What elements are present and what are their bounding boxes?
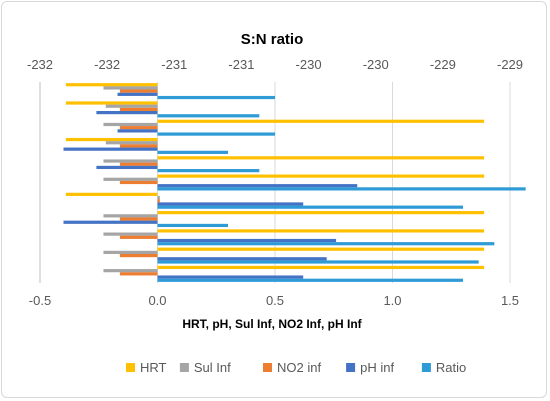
bar-hrt xyxy=(157,211,485,215)
bar-ph-inf xyxy=(157,238,337,243)
bar-no2-inf xyxy=(119,235,158,239)
legend-label: NO2 inf xyxy=(277,360,321,375)
legend-item: pH inf xyxy=(346,360,394,375)
bar-sul-inf xyxy=(105,104,158,108)
bar-ratio xyxy=(157,223,228,228)
bar-ratio xyxy=(157,169,260,173)
bar-hrt xyxy=(65,137,158,142)
bar-ratio xyxy=(157,95,275,100)
legend-label: HRT xyxy=(140,360,167,375)
top-tick-label: -232 xyxy=(27,57,53,72)
bar-sul-inf xyxy=(103,214,158,218)
bar-ph-inf xyxy=(117,129,158,133)
bar-sul-inf xyxy=(103,86,158,90)
legend-swatch xyxy=(421,363,431,372)
bar-ratio xyxy=(157,242,495,246)
bar-no2-inf xyxy=(119,217,158,221)
bottom-tick-label: 1.5 xyxy=(501,293,519,308)
legend-label: pH inf xyxy=(360,360,394,375)
bar-no2-inf xyxy=(157,199,160,203)
bar-no2-inf xyxy=(119,180,158,185)
legend-swatch xyxy=(346,363,356,372)
bar-sul-inf xyxy=(103,232,158,236)
bar-hrt xyxy=(65,83,158,87)
bar-hrt xyxy=(157,156,485,160)
legend-item: Ratio xyxy=(421,360,466,375)
bar-hrt xyxy=(157,247,485,251)
bar-ph-inf xyxy=(96,111,158,115)
bar-ratio xyxy=(157,187,526,191)
bar-ph-inf xyxy=(157,257,327,261)
top-tick-label: -230 xyxy=(363,57,389,72)
bar-hrt xyxy=(65,101,158,105)
legend-swatch xyxy=(179,363,189,372)
bar-sul-inf xyxy=(103,269,158,273)
x-axis-label: HRT, pH, Sul Inf, NO2 Inf, pH Inf xyxy=(182,317,362,331)
bar-ratio xyxy=(157,114,260,118)
bar-no2-inf xyxy=(119,89,158,93)
bottom-axis-ticks: -0.5 0.0 0.5 1.0 1.5 xyxy=(29,293,519,308)
top-tick-label: -232 xyxy=(94,57,120,72)
bar-ph-inf xyxy=(157,202,304,206)
bars xyxy=(63,83,526,282)
bottom-tick-label: 0.0 xyxy=(148,293,166,308)
bar-no2-inf xyxy=(119,126,158,130)
bar-ratio xyxy=(157,132,275,136)
top-tick-label: -229 xyxy=(430,57,456,72)
top-tick-label: -230 xyxy=(296,57,322,72)
legend-item: HRT xyxy=(126,360,167,375)
bar-ratio xyxy=(157,150,228,154)
top-tick-label: -231 xyxy=(161,57,187,72)
chart-title: S:N ratio xyxy=(241,31,304,48)
bar-ph-inf xyxy=(63,220,158,224)
bar-sul-inf xyxy=(103,159,158,163)
bar-ratio xyxy=(157,260,479,264)
bar-no2-inf xyxy=(119,144,158,148)
bar-hrt xyxy=(157,119,485,123)
bottom-tick-label: 1.0 xyxy=(383,293,401,308)
top-axis-ticks: -232 -232 -231 -231 -230 -230 -229 -229 xyxy=(27,57,523,72)
bar-sul-inf xyxy=(103,122,158,127)
bar-sul-inf xyxy=(103,250,158,254)
bar-ph-inf xyxy=(96,165,158,170)
bottom-tick-label: 0.5 xyxy=(266,293,284,308)
legend-item: Sul Inf xyxy=(179,360,231,375)
legend-swatch xyxy=(263,363,272,372)
bar-sul-inf xyxy=(157,195,160,200)
bar-ph-inf xyxy=(117,92,158,96)
legend-label: Sul Inf xyxy=(194,360,231,375)
bar-no2-inf xyxy=(119,272,158,276)
bar-no2-inf xyxy=(119,107,158,112)
bar-ph-inf xyxy=(157,275,304,279)
top-tick-label: -229 xyxy=(497,57,523,72)
bar-hrt xyxy=(65,192,158,196)
bar-sul-inf xyxy=(105,141,158,145)
legend-item: NO2 inf xyxy=(263,360,321,375)
legend-label: Ratio xyxy=(436,360,466,375)
legend: HRT Sul Inf NO2 inf pH inf Ratio xyxy=(126,360,466,375)
bar-hrt xyxy=(157,229,485,233)
legend-swatch xyxy=(126,363,135,372)
top-tick-label: -231 xyxy=(228,57,254,72)
bar-no2-inf xyxy=(119,162,158,166)
bottom-tick-label: -0.5 xyxy=(29,293,51,308)
bar-hrt xyxy=(157,265,485,270)
bar-ratio xyxy=(157,278,463,282)
bar-no2-inf xyxy=(119,253,158,258)
bar-hrt xyxy=(157,174,485,178)
bar-ratio xyxy=(157,205,463,209)
bar-ph-inf xyxy=(157,184,358,188)
bar-sul-inf xyxy=(103,177,158,181)
bar-ph-inf xyxy=(63,147,158,151)
